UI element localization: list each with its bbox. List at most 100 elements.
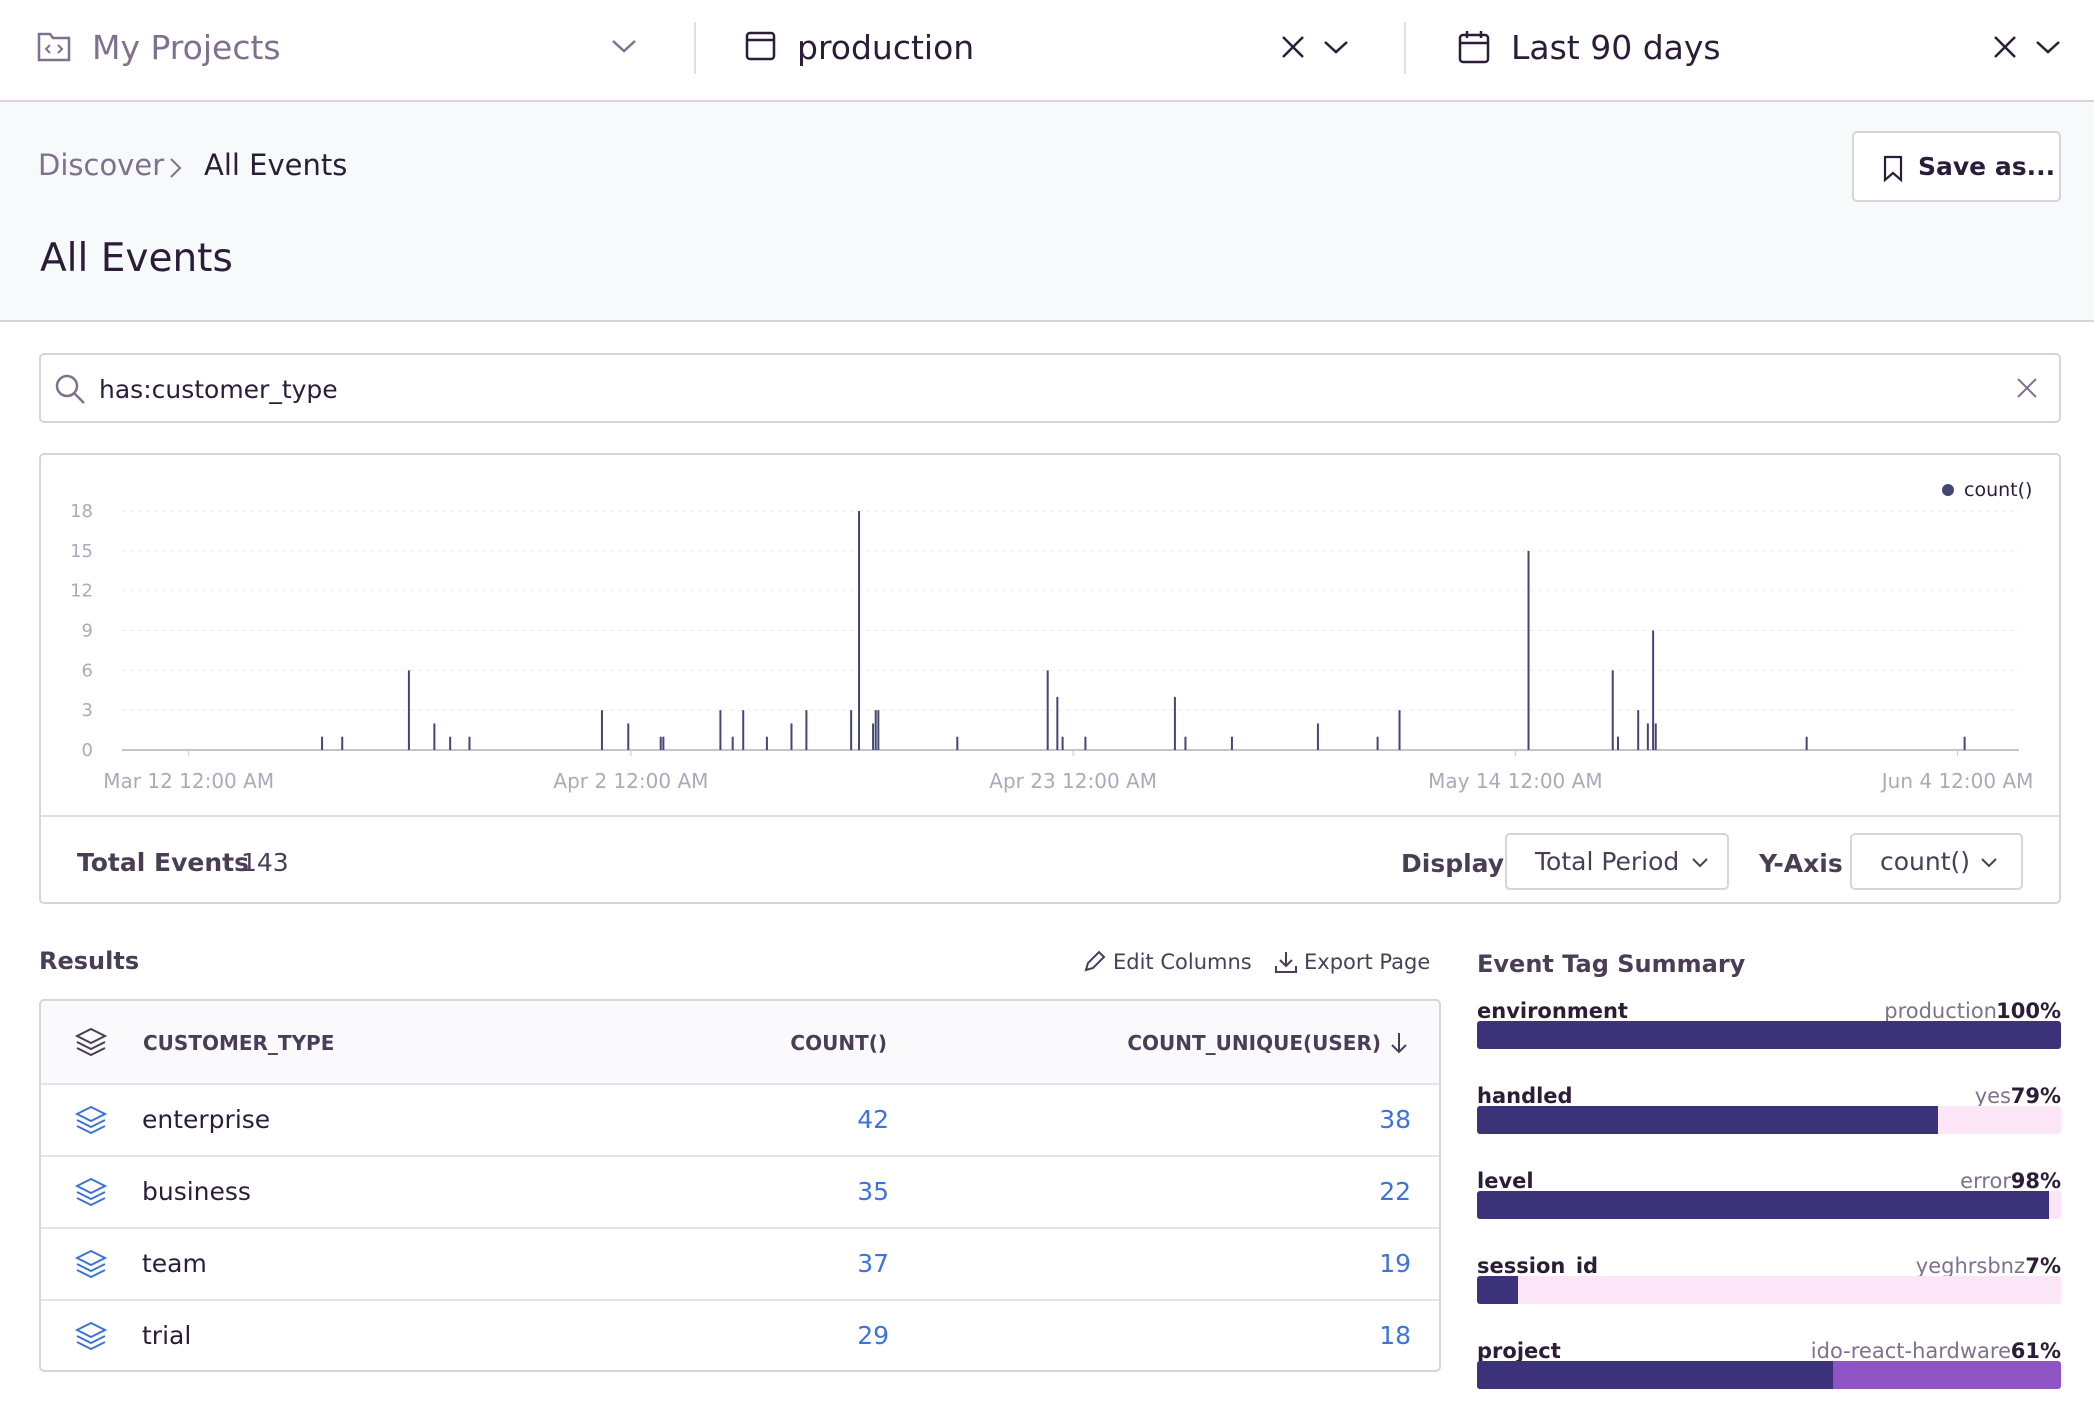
yaxis-value: count() xyxy=(1880,847,1970,876)
cell[interactable]: 38 xyxy=(1379,1105,1411,1134)
column-header[interactable]: CUSTOMER_TYPE xyxy=(143,1031,334,1055)
cell[interactable]: 37 xyxy=(857,1249,889,1278)
y-tick-label: 15 xyxy=(70,541,93,562)
bar-segment xyxy=(1477,1106,1938,1134)
stack-icon[interactable] xyxy=(75,1321,107,1351)
y-tick-label: 6 xyxy=(82,660,93,681)
icon-path xyxy=(77,1107,105,1133)
column-header[interactable]: COUNT() xyxy=(790,1031,887,1055)
tag-name: project xyxy=(1477,1339,1561,1363)
stack-icon[interactable] xyxy=(75,1177,107,1207)
tag-value: yes xyxy=(1975,1084,2011,1108)
stack-icon[interactable] xyxy=(75,1105,107,1135)
icon-path xyxy=(77,1179,105,1205)
stack-icon[interactable] xyxy=(75,1249,107,1279)
bar-segment xyxy=(1477,1021,2061,1049)
environment-selector[interactable]: production xyxy=(797,28,974,67)
save-label: Save as... xyxy=(1918,152,2055,181)
tag-value: ido-react-hardware xyxy=(1811,1339,2011,1363)
cell[interactable]: 29 xyxy=(857,1321,889,1350)
cell: team xyxy=(142,1249,207,1278)
y-tick-label: 9 xyxy=(82,621,93,642)
export-page[interactable]: Export Page xyxy=(1304,950,1430,974)
env-icon xyxy=(745,30,777,62)
chart-panel: 0369121518Mar 12 12:00 AMApr 2 12:00 AMA… xyxy=(39,453,2061,904)
breadcrumb-current: All Events xyxy=(204,148,347,182)
display-label: Display xyxy=(1401,849,1504,878)
table-row: team 37 19 xyxy=(41,1227,1439,1301)
x-tick-label: May 14 12:00 AM xyxy=(1428,769,1602,793)
column-header[interactable]: COUNT_UNIQUE(USER) xyxy=(1127,1031,1381,1055)
bookmark-icon xyxy=(1882,155,1904,183)
page-header: Discover All Events All Events Save as..… xyxy=(0,102,2094,322)
breadcrumb-sep xyxy=(168,156,184,180)
yaxis-select[interactable]: count() xyxy=(1850,833,2023,890)
edit-columns[interactable]: Edit Columns xyxy=(1113,950,1252,974)
tag-bar[interactable] xyxy=(1477,1361,2061,1389)
chevron[interactable] xyxy=(610,36,638,56)
search-bar[interactable]: has:customer_type xyxy=(39,353,2061,423)
cell: trial xyxy=(142,1321,191,1350)
export-icon[interactable] xyxy=(1274,950,1298,974)
clear-chevron[interactable] xyxy=(1992,34,2062,60)
tag-name: handled xyxy=(1477,1084,1573,1108)
period-selector[interactable]: Last 90 days xyxy=(1511,28,1721,67)
y-tick-label: 0 xyxy=(82,740,93,761)
cell[interactable]: 42 xyxy=(857,1105,889,1134)
tag-bar[interactable] xyxy=(1477,1191,2061,1219)
tag-percent: 98% xyxy=(2011,1169,2061,1193)
legend-label: count() xyxy=(1964,479,2032,501)
results-title: Results xyxy=(39,947,139,975)
display-value: Total Period xyxy=(1535,847,1679,876)
divider xyxy=(694,22,696,74)
x-tick-label: Apr 23 12:00 AM xyxy=(989,769,1157,793)
bar-segment xyxy=(1477,1361,1833,1389)
clear-search[interactable] xyxy=(2016,377,2038,399)
clear-chevron[interactable] xyxy=(1280,34,1350,60)
divider xyxy=(1404,22,1406,74)
cell[interactable]: 18 xyxy=(1379,1321,1411,1350)
table-row: trial 29 18 xyxy=(41,1299,1439,1372)
display-select[interactable]: Total Period xyxy=(1505,833,1729,890)
tag-row: handled79%yes xyxy=(1477,1084,2061,1169)
tag-name: session_id xyxy=(1477,1254,1598,1278)
divider xyxy=(41,815,2059,817)
total-value: 143 xyxy=(241,848,289,877)
icon-path xyxy=(77,1251,105,1277)
breadcrumb-link[interactable]: Discover xyxy=(38,148,164,182)
tag-bar[interactable] xyxy=(1477,1276,2061,1304)
bar-segment xyxy=(1477,1276,1518,1304)
cell[interactable]: 35 xyxy=(857,1177,889,1206)
project-selector[interactable]: My Projects xyxy=(92,28,281,67)
cell[interactable]: 22 xyxy=(1379,1177,1411,1206)
cell[interactable]: 19 xyxy=(1379,1249,1411,1278)
edit-icon[interactable] xyxy=(1082,950,1106,974)
tag-bar[interactable] xyxy=(1477,1021,2061,1049)
y-tick-label: 12 xyxy=(70,581,93,602)
results-table: CUSTOMER_TYPE COUNT() COUNT_UNIQUE(USER)… xyxy=(39,999,1441,1372)
tag-name: environment xyxy=(1477,999,1628,1023)
search-query[interactable]: has:customer_type xyxy=(99,375,338,404)
tag-percent: 100% xyxy=(1996,999,2061,1023)
tag-bar[interactable] xyxy=(1477,1106,2061,1134)
sort-icon[interactable] xyxy=(1389,1031,1409,1055)
icon-path xyxy=(77,1323,105,1349)
top-bar: My Projects production Last 90 days xyxy=(0,0,2094,102)
search-icon xyxy=(53,372,87,406)
tag-percent: 7% xyxy=(2025,1254,2061,1278)
cell: business xyxy=(142,1177,251,1206)
legend-marker xyxy=(1942,484,1954,496)
header-row: CUSTOMER_TYPE COUNT() COUNT_UNIQUE(USER) xyxy=(41,1001,1439,1083)
x-tick-label: Mar 12 12:00 AM xyxy=(103,769,274,793)
tag-row: level98%error xyxy=(1477,1169,2061,1254)
tag-row: session_id 7%_yeghrsbnz xyxy=(1477,1254,2061,1339)
calendar-icon xyxy=(1458,30,1490,64)
x-tick-label: Jun 4 12:00 AM xyxy=(1880,769,2034,793)
tag-value: _yeghrsbnz xyxy=(1905,1254,2025,1278)
yaxis-label: Y-Axis xyxy=(1759,849,1843,878)
cell: enterprise xyxy=(142,1105,270,1134)
table-row: business 35 22 xyxy=(41,1155,1439,1229)
save-button[interactable]: Save as... xyxy=(1852,131,2061,202)
total-label: Total Events xyxy=(77,848,249,877)
